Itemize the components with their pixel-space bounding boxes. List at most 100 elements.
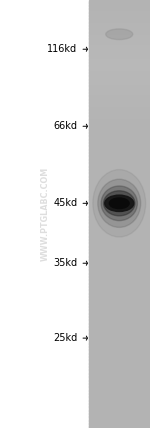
Bar xyxy=(89,104,150,106)
Bar xyxy=(89,145,150,147)
Bar xyxy=(89,363,150,365)
Bar xyxy=(89,92,150,94)
Bar xyxy=(89,119,150,121)
Bar xyxy=(89,226,150,228)
Bar xyxy=(89,48,150,50)
Bar xyxy=(89,255,150,257)
Bar xyxy=(89,52,150,54)
Bar xyxy=(89,305,150,307)
Bar xyxy=(89,75,150,77)
Bar xyxy=(89,185,150,187)
Bar xyxy=(89,345,150,347)
Bar xyxy=(89,328,150,330)
Bar xyxy=(89,45,150,47)
Bar xyxy=(89,1,150,3)
Bar xyxy=(89,319,150,321)
Bar xyxy=(89,248,150,250)
Bar xyxy=(89,97,150,98)
Bar xyxy=(89,318,150,320)
Bar xyxy=(89,174,150,175)
Bar xyxy=(89,322,150,324)
Bar xyxy=(89,225,150,227)
Bar xyxy=(89,42,150,44)
Bar xyxy=(89,415,150,416)
Bar xyxy=(89,348,150,350)
Bar xyxy=(89,15,150,17)
Bar xyxy=(89,5,150,7)
Bar xyxy=(89,422,150,424)
Bar xyxy=(89,165,150,167)
Bar xyxy=(89,312,150,314)
Bar xyxy=(89,157,150,158)
Bar xyxy=(89,169,150,171)
Bar xyxy=(89,146,150,149)
Bar xyxy=(89,159,150,161)
Bar xyxy=(89,86,150,89)
Bar xyxy=(89,152,150,154)
Ellipse shape xyxy=(98,179,141,227)
Bar xyxy=(89,111,150,113)
Bar xyxy=(89,425,150,427)
Bar xyxy=(89,58,150,60)
Bar xyxy=(89,137,150,138)
Bar xyxy=(89,184,150,185)
Bar xyxy=(89,211,150,213)
Bar xyxy=(89,259,150,261)
Bar xyxy=(89,195,150,197)
Bar xyxy=(89,376,150,378)
Bar xyxy=(89,51,150,53)
Bar xyxy=(89,420,150,422)
Text: 116kd: 116kd xyxy=(47,44,77,54)
Bar xyxy=(89,179,150,181)
Bar xyxy=(89,261,150,262)
Bar xyxy=(89,62,150,64)
Bar xyxy=(89,72,150,74)
Bar xyxy=(89,98,150,100)
Bar xyxy=(89,302,150,304)
Bar xyxy=(89,416,150,418)
Bar xyxy=(89,264,150,265)
Bar xyxy=(89,355,150,357)
Bar xyxy=(89,127,150,128)
Bar xyxy=(89,392,150,394)
Bar xyxy=(89,218,150,220)
Bar xyxy=(89,50,150,51)
Bar xyxy=(89,388,150,389)
Bar xyxy=(89,214,150,215)
Bar xyxy=(89,161,150,163)
Bar xyxy=(89,115,150,117)
Bar xyxy=(89,283,150,285)
Bar xyxy=(89,413,150,415)
Bar xyxy=(89,286,150,288)
Bar xyxy=(89,78,150,80)
Bar xyxy=(89,372,150,374)
Bar xyxy=(89,335,150,337)
Bar xyxy=(89,235,150,237)
Bar xyxy=(89,270,150,273)
Bar xyxy=(89,362,150,364)
Bar xyxy=(89,91,150,93)
Bar xyxy=(89,386,150,388)
Bar xyxy=(89,30,150,31)
Bar xyxy=(89,65,150,67)
Bar xyxy=(89,419,150,421)
Bar xyxy=(89,281,150,282)
Bar xyxy=(89,275,150,277)
Bar xyxy=(89,229,150,231)
Bar xyxy=(89,162,150,164)
Bar xyxy=(89,154,150,155)
Bar xyxy=(89,219,150,221)
Bar xyxy=(89,22,150,24)
Bar xyxy=(89,418,150,419)
Bar xyxy=(89,282,150,284)
Bar xyxy=(89,187,150,188)
Bar xyxy=(89,132,150,134)
Bar xyxy=(89,9,150,12)
Bar xyxy=(89,47,150,48)
Ellipse shape xyxy=(105,195,134,211)
Bar xyxy=(89,405,150,407)
Bar xyxy=(89,326,150,328)
Bar xyxy=(89,55,150,57)
Text: 45kd: 45kd xyxy=(53,198,77,208)
Bar xyxy=(89,82,150,84)
